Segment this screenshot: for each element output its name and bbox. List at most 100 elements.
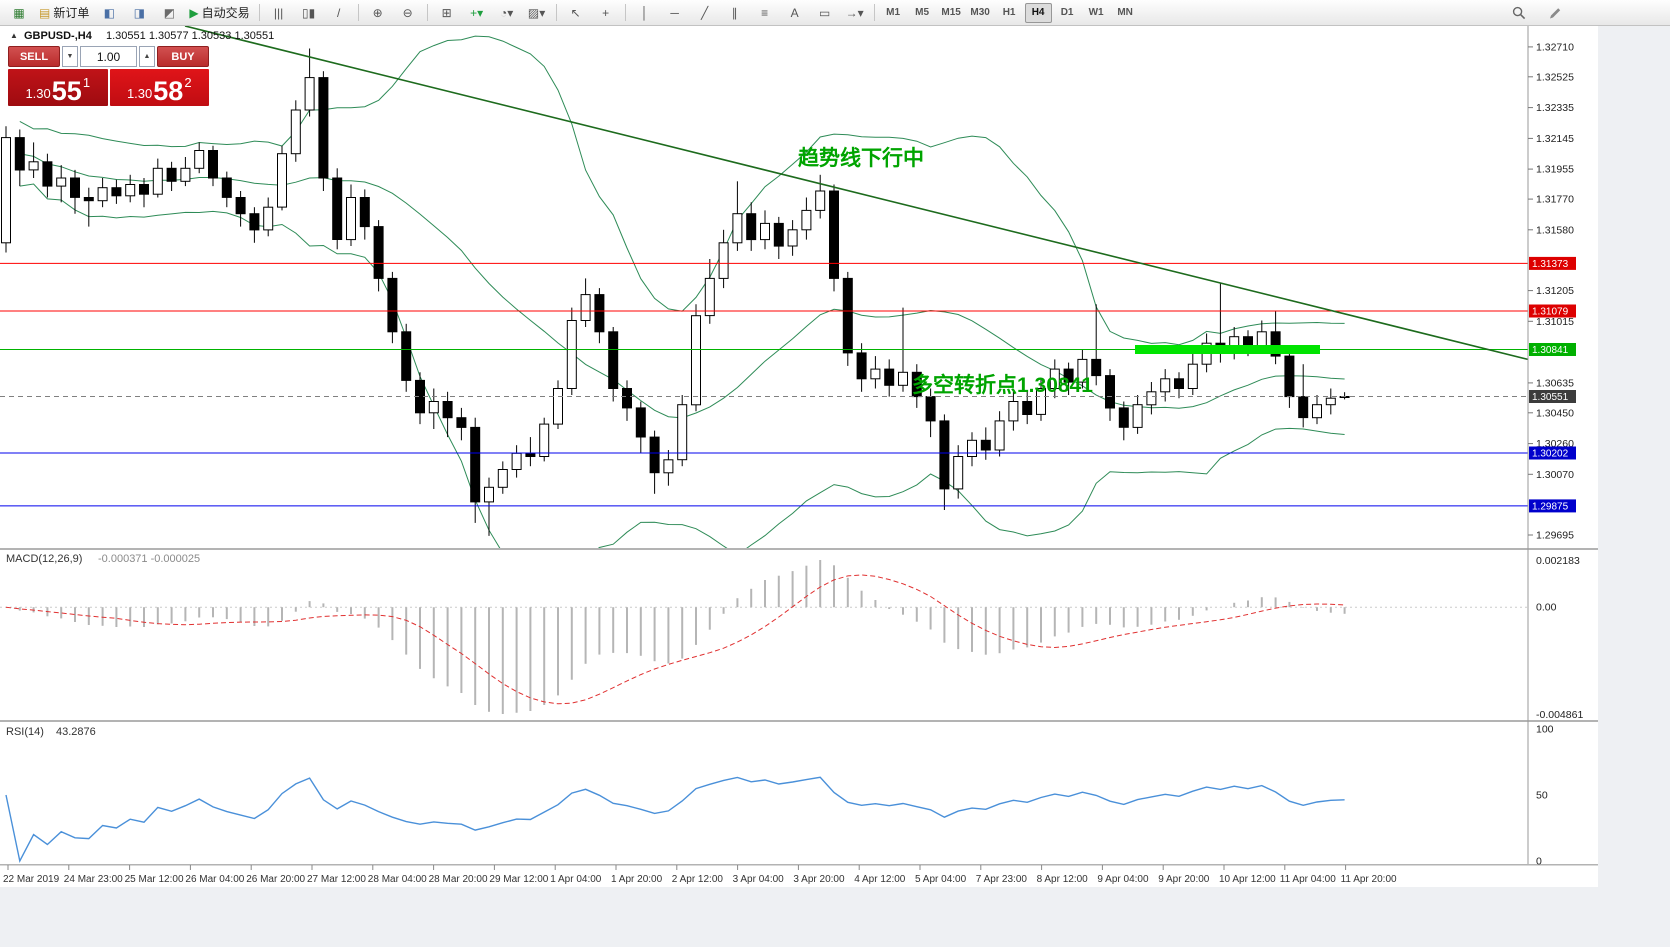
time-tick-label: 4 Apr 12:00 <box>854 874 906 885</box>
candle-bullish <box>28 161 39 171</box>
rsi-label: RSI(14) <box>6 726 44 738</box>
candle-bearish <box>456 417 467 428</box>
one-click-collapse-icon[interactable]: ▲ <box>10 31 18 40</box>
navigator-button[interactable]: ◩ <box>155 2 183 24</box>
timeframe-d1[interactable]: D1 <box>1060 7 1074 18</box>
timeframe-mn[interactable]: MN <box>1117 7 1133 18</box>
cursor-button[interactable]: ↖ <box>562 2 590 24</box>
arrows-button[interactable]: →▾ <box>841 2 869 24</box>
market-watch-button[interactable]: ◨ <box>125 2 153 24</box>
timeframe-w1[interactable]: W1 <box>1088 7 1104 18</box>
candle-bearish <box>649 436 660 474</box>
candle-bullish <box>1146 391 1157 406</box>
candle-bearish <box>980 439 991 451</box>
bar-chart-button[interactable]: ||| <box>265 2 293 24</box>
timeframe-m15[interactable]: M15 <box>941 7 961 18</box>
navigator-icon: ◩ <box>163 5 176 20</box>
periods-button[interactable]: ◔▾ <box>493 2 521 24</box>
candle-bearish <box>525 452 536 457</box>
edit-pencil-icon[interactable] <box>1541 2 1569 24</box>
macd-label: MACD(12,26,9) <box>6 553 82 565</box>
sell-button[interactable]: SELL <box>8 46 60 67</box>
timeframe-h4[interactable]: H4 <box>1024 2 1052 23</box>
new-order-icon: ▤ <box>39 5 51 20</box>
tile-windows-button[interactable]: ⊞ <box>433 2 461 24</box>
timeframe-h1[interactable]: H1 <box>1002 7 1016 18</box>
candle-bearish <box>622 388 632 409</box>
buy-price-panel[interactable]: 1.30 58 2 <box>109 69 209 106</box>
profiles-button[interactable]: ◧ <box>95 2 123 24</box>
time-tick-label: 1 Apr 04:00 <box>550 874 602 885</box>
time-tick-label: 10 Apr 12:00 <box>1219 874 1276 885</box>
candle-bearish <box>318 77 329 179</box>
horizontal-line-button[interactable]: ─ <box>661 2 689 24</box>
candle-bearish <box>1063 368 1074 383</box>
zoom-out-button[interactable]: ⊖ <box>394 2 422 24</box>
candle-bullish <box>1036 388 1046 415</box>
new-chart-icon: ▦ <box>13 5 25 20</box>
candle-bullish <box>704 277 715 317</box>
trendline-button[interactable]: ╱ <box>691 2 719 24</box>
time-tick-label: 1 Apr 20:00 <box>611 874 663 885</box>
panel-separator[interactable] <box>0 720 1598 722</box>
zoom-in-button[interactable]: ⊕ <box>364 2 392 24</box>
indicators-button[interactable]: +▾ <box>463 2 491 24</box>
price-badge-label: 1.31373 <box>1532 259 1569 270</box>
volume-dropdown-icon[interactable]: ▼ <box>62 46 78 67</box>
buy-price-prefix: 1.30 <box>126 86 153 101</box>
sell-price-panel[interactable]: 1.30 55 1 <box>8 69 108 106</box>
channel-button[interactable]: ∥ <box>721 2 749 24</box>
crosshair-icon: + <box>602 5 610 20</box>
panel-separator[interactable] <box>0 548 1598 550</box>
label-icon: ▭ <box>818 5 831 20</box>
candle-bearish <box>139 184 149 195</box>
candle-bullish <box>497 469 508 488</box>
candle-bearish <box>470 426 481 503</box>
candle-bullish <box>1049 368 1060 390</box>
text-button[interactable]: A <box>781 2 809 24</box>
candle-bearish <box>842 277 853 354</box>
fibonacci-button[interactable]: ≡ <box>751 2 779 24</box>
vertical-line-button[interactable]: │ <box>631 2 659 24</box>
candle-bearish <box>594 294 605 333</box>
candle-bearish <box>387 277 398 333</box>
candlestick-chart-button[interactable]: ▯▮ <box>295 2 323 24</box>
price-badge-label: 1.29875 <box>1532 501 1569 512</box>
crosshair-button[interactable]: + <box>592 2 620 24</box>
macd-panel: 0.002183 0.00 -0.004861 <box>0 555 1583 721</box>
templates-button[interactable]: ▨▾ <box>523 2 551 24</box>
timeframe-m5[interactable]: M5 <box>915 7 930 18</box>
volume-input[interactable] <box>80 46 137 67</box>
chart-area[interactable] <box>0 26 1528 548</box>
candle-bullish <box>1187 363 1198 390</box>
candle-bearish <box>83 197 94 202</box>
new-chart-button[interactable]: ▦ <box>5 2 33 24</box>
new-order-button-label: 新订单 <box>53 6 90 20</box>
candle-bullish <box>428 401 439 414</box>
time-tick-label: 26 Mar 20:00 <box>246 874 305 885</box>
candle-bearish <box>166 167 177 182</box>
volume-up-icon[interactable]: ▲ <box>139 46 155 67</box>
candle-bullish <box>1132 404 1143 428</box>
line-chart-button[interactable]: / <box>325 2 353 24</box>
candle-bearish <box>442 401 453 419</box>
tile-windows-icon: ⊞ <box>441 5 452 20</box>
new-order-button[interactable]: ▤ 新订单 <box>35 2 93 24</box>
time-tick-label: 2 Apr 12:00 <box>672 874 724 885</box>
autotrading-button[interactable]: ▶ 自动交易 <box>185 2 253 24</box>
candle-bullish <box>277 153 287 208</box>
chart-annotation-text: 趋势线下行中 <box>798 146 924 170</box>
label-button[interactable]: ▭ <box>811 2 839 24</box>
price-tick-label: 1.32145 <box>1536 133 1574 145</box>
price-badge <box>1529 256 1576 270</box>
buy-button[interactable]: BUY <box>157 46 209 67</box>
time-tick-label: 28 Mar 20:00 <box>429 874 488 885</box>
toolbar-separator <box>624 4 626 21</box>
toolbar-separator <box>873 4 875 21</box>
timeframe-m1[interactable]: M1 <box>886 7 901 18</box>
search-icon[interactable] <box>1505 2 1533 24</box>
timeframe-m30[interactable]: M30 <box>970 7 990 18</box>
